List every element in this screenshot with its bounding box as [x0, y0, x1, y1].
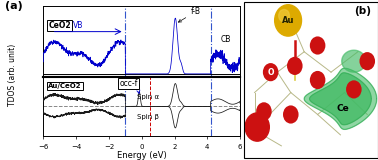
Polygon shape: [342, 50, 366, 72]
Text: (b): (b): [354, 6, 371, 16]
Text: CB: CB: [220, 35, 231, 44]
Text: Au: Au: [282, 16, 294, 25]
Circle shape: [256, 102, 272, 120]
Text: f-B: f-B: [178, 7, 201, 22]
Circle shape: [279, 9, 290, 22]
Polygon shape: [304, 68, 376, 129]
Circle shape: [359, 52, 375, 70]
Text: Spin β: Spin β: [137, 113, 159, 120]
Circle shape: [346, 80, 362, 99]
Text: CeO2: CeO2: [48, 21, 71, 30]
Circle shape: [275, 5, 302, 36]
Polygon shape: [310, 73, 371, 125]
Circle shape: [287, 57, 302, 75]
Text: Spin α: Spin α: [137, 94, 159, 100]
Circle shape: [310, 71, 325, 89]
Text: VB: VB: [73, 21, 83, 30]
Circle shape: [283, 105, 299, 124]
Text: O: O: [267, 68, 274, 77]
Text: Ce: Ce: [337, 104, 350, 113]
Text: TDOS (arb. unit): TDOS (arb. unit): [8, 44, 17, 106]
Circle shape: [245, 113, 269, 141]
Circle shape: [263, 63, 279, 81]
Text: occ-f: occ-f: [119, 79, 140, 93]
Text: (a): (a): [5, 1, 23, 11]
Text: Au/CeO2: Au/CeO2: [48, 83, 82, 89]
X-axis label: Energy (eV): Energy (eV): [117, 151, 167, 160]
Circle shape: [310, 36, 325, 55]
